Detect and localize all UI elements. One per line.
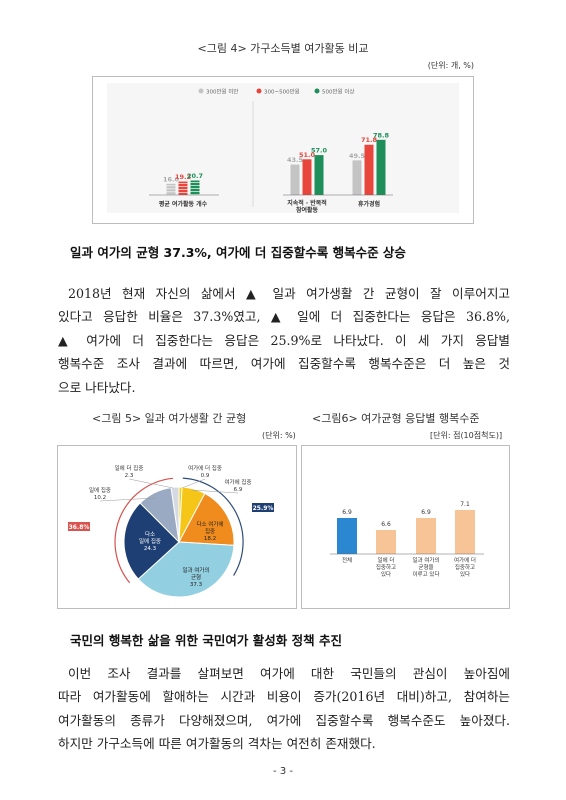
category-label: 집중하고 (455, 563, 475, 571)
slice-label: 일에 집중 (139, 537, 161, 545)
slice-label: 일에 집중 (89, 486, 111, 494)
work-arc (114, 477, 174, 584)
paragraph-line: 으로 나타났다. (58, 379, 136, 395)
legend-label: 500만원 이상 (322, 88, 355, 96)
slice-label: 여가에 더 집중 (188, 464, 222, 472)
page-number: - 3 - (273, 766, 293, 777)
bar (352, 160, 362, 195)
bar (376, 530, 396, 554)
slice-label: 일에 더 집중 (115, 464, 144, 472)
fig6-caption: <그림6> 여가균형 응답별 행복수준 (312, 412, 480, 425)
bar-value-label: 49.5 (349, 152, 366, 160)
bar (190, 180, 200, 195)
paragraph-line: ▲ 여가에 더 집중한다는 응답은 25.9%로 나타났다. 이 세 가지 응답… (58, 332, 510, 348)
bar-value-label: 57.0 (311, 147, 328, 155)
slice-label: 균형 (191, 574, 201, 581)
section2-heading: 국민의 행복한 삶을 위한 국민여가 활성화 정책 추진 (70, 633, 342, 648)
category-label: 여가에 더 (454, 556, 476, 564)
category-label: 이루고 있다 (412, 570, 439, 578)
bar-value-label: 6.9 (342, 509, 352, 516)
section1-body: 2018년 현재 자신의 삶에서 ▲ 일과 여가생활 간 균형이 잘 이루어지고… (58, 282, 510, 399)
work-focus-badge-label: 36.8% (69, 524, 90, 531)
bar-value-label: 51.0 (299, 151, 316, 159)
bar (290, 164, 300, 195)
fig6-unit: [단위: 점(10점척도)] (430, 431, 503, 440)
slice-label: 여가에 집중 (224, 478, 251, 486)
bar (416, 518, 436, 554)
category-label: 균형을 (418, 564, 433, 571)
bar (337, 518, 357, 554)
category-label: 전체 (342, 556, 352, 564)
slice-value: 6.9 (234, 487, 243, 493)
bar (314, 155, 324, 195)
bar (455, 510, 475, 554)
fig4-chart: 300만원 미만 300~500만원 500만원 이상 16.019.220.7 평균… (107, 83, 459, 214)
leisure-focus-badge-label: 25.9% (253, 505, 274, 512)
group-label: 지속적 · 반복적 (287, 199, 327, 207)
category-label: 있다 (381, 570, 391, 578)
group-label: 참여활동 (296, 206, 319, 214)
legend-label: 300~500만원 (264, 88, 300, 96)
paragraph-line: 이번 조사 결과를 살펴보면 여가에 대한 국민들의 관심이 높아짐에 (68, 666, 510, 681)
bar-value-label: 6.9 (421, 509, 431, 516)
bar-value-label: 43.5 (287, 156, 304, 164)
legend-marker (198, 88, 204, 94)
slice-label: 다소 여가에 (196, 520, 223, 528)
fig4-caption: <그림 4> 가구소득별 여가활동 비교 (197, 42, 369, 55)
fig4-frame: 300만원 미만 300~500만원 500만원 이상 16.0 19.2 20.7 평균… (92, 76, 474, 224)
legend-marker (256, 88, 262, 94)
pie-slice (123, 502, 180, 580)
slice-value: 37.3 (190, 582, 203, 588)
bar (302, 159, 312, 195)
paragraph-line: 있다고 응답한 비율은 37.3%였고, ▲ 일에 더 집중한다는 응답은 36… (58, 309, 510, 325)
bar-value-label: 6.6 (381, 521, 391, 528)
fig5-unit: (단위: %) (262, 431, 296, 440)
slice-value: 0.9 (201, 473, 210, 479)
pie-slice (178, 492, 235, 546)
fig5-caption: <그림 5> 일과 여가생활 간 균형 (92, 412, 247, 425)
paragraph-line: 2018년 현재 자신의 삶에서 ▲ 일과 여가생활 간 균형이 잘 이루어지고 (68, 286, 510, 301)
slice-label: 일과 여가의 (182, 566, 209, 574)
fig4-unit: (단위: 개, %) (427, 61, 474, 70)
fig5-frame: 36.8% 25.9% 여가에 더 집중 0.9 여가에 집중 6.9 일에 더 집중 2.3… (57, 445, 297, 609)
bar-value-label: 19.2 (175, 173, 191, 181)
slice-label: 다소 (145, 530, 155, 538)
slice-value: 18.2 (204, 536, 216, 542)
leisure-arc (182, 477, 244, 576)
bar (376, 139, 386, 195)
work-focus-badge (68, 522, 90, 531)
slice-label: 집중 (205, 528, 215, 535)
paragraph-line: 하지만 가구소득에 따른 여가활동의 격차는 여전히 존재했다. (58, 736, 376, 752)
slice-value: 24.3 (144, 546, 157, 552)
section1-heading: 일과 여가의 균형 37.3%, 여가에 더 집중할수록 행복수준 상승 (70, 245, 406, 260)
category-label: 있다 (460, 570, 470, 578)
category-label: 집중하고 (376, 563, 396, 571)
slice-value: 10.2 (94, 495, 106, 501)
bar (364, 144, 374, 195)
group-label: 휴가경험 (358, 200, 380, 208)
bar (166, 183, 176, 195)
leisure-focus-badge (252, 503, 274, 512)
slice-value: 2.3 (125, 473, 134, 479)
fig6-frame: 6.9 전체 6.6 일에 더 집중하고 있다 6.9 일과 여가의 균형을 이루고 있다 7.1 여… (301, 445, 510, 609)
paragraph-line: 여가활동의 종류가 다양해졌으며, 여가에 집중할수록 행복수준도 높아졌다. (58, 712, 510, 728)
group-label: 평균 여가활동 개수 (159, 200, 208, 208)
fig5-chart: 36.8% 25.9% 여가에 더 집중0.9 여가에 집중6.9 일에 더 집중2.3… (68, 464, 274, 598)
paragraph-line: 행복수준 조사 결과에 따르면, 여가에 집중할수록 행복수준은 더 높은 것 (58, 356, 510, 372)
bar-value-label: 16.0 (163, 175, 180, 183)
category-label: 일에 더 (378, 556, 395, 564)
bar-value-label: 78.8 (373, 131, 390, 139)
category-label: 일과 여가의 (412, 556, 439, 564)
bar-value-label: 71.8 (361, 136, 378, 144)
bar-value-label: 7.1 (460, 501, 470, 508)
bar (178, 181, 188, 195)
legend-marker (314, 88, 320, 94)
legend-label: 300만원 미만 (206, 88, 239, 96)
paragraph-line: 따라 여가활동에 할애하는 시간과 비용이 증가(2016년 대비)하고, 참여… (58, 689, 510, 705)
pie-slice (137, 541, 235, 598)
bar-value-label: 20.7 (187, 172, 203, 180)
